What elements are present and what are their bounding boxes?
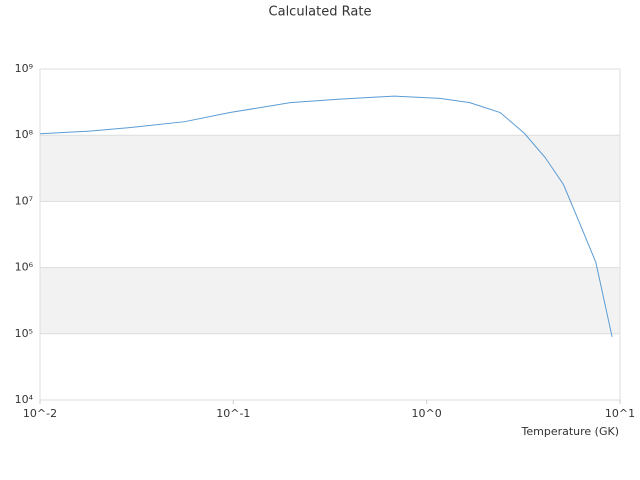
y-tick-label: 10⁶ — [15, 261, 34, 274]
y-tick-label: 10⁹ — [15, 62, 33, 75]
y-tick-label: 10⁷ — [15, 194, 33, 207]
x-tick-label: 10^-1 — [216, 407, 250, 420]
x-tick-label: 10^0 — [412, 407, 442, 420]
y-tick-label: 10⁵ — [15, 327, 33, 340]
x-tick-label: 10^1 — [605, 407, 635, 420]
grid-band — [40, 267, 620, 334]
line-series — [39, 95, 613, 337]
x-axis-label: Temperature (GK) — [521, 425, 620, 438]
y-tick-label: 10⁸ — [15, 128, 34, 141]
x-tick-label: 10^-2 — [23, 407, 57, 420]
chart-title: Calculated Rate — [269, 5, 372, 20]
grid-band — [40, 135, 620, 202]
y-tick-label: 10⁴ — [15, 393, 34, 406]
